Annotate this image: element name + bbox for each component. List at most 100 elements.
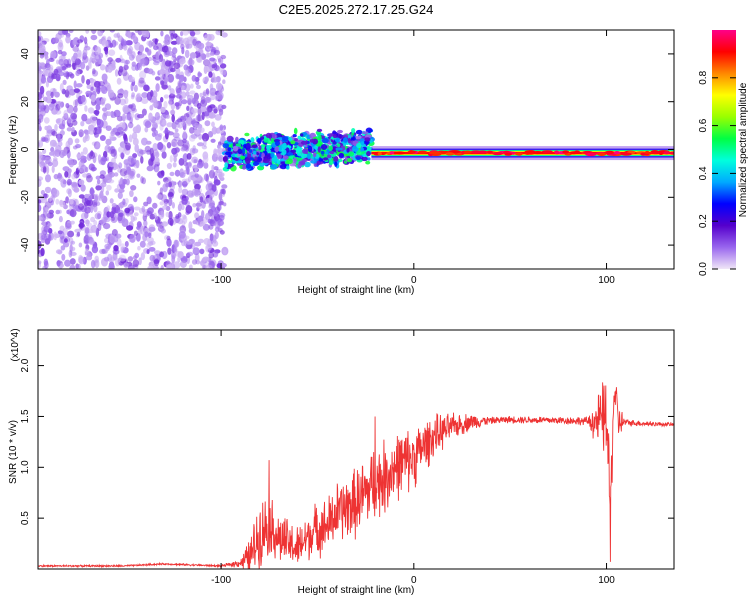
heatmap-noise-blob [82,147,88,155]
heatmap-noise-blob [68,249,73,258]
heatmap-noise-blob [140,156,144,164]
heatmap-noise-blob [57,173,62,179]
heatmap-noise-blob [210,138,216,143]
heatmap-noise-blob [154,129,158,136]
heatmap-noise-blob [90,34,98,41]
heatmap-noise-blob [130,157,137,166]
heatmap-noise-blob [160,106,166,113]
heatmap-noise-blob [65,223,72,230]
heatmap-noise-blob [63,109,68,119]
heatmap-noise-blob [118,65,124,73]
snr-plot-area [38,330,674,569]
heatmap-noise-blob [155,83,160,92]
heatmap-transition-blob [244,132,250,137]
heatmap-noise-blob [141,137,148,146]
heatmap-noise-blob [206,105,213,113]
heatmap-transition-blob [226,135,234,142]
heatmap-noise-blob [166,235,171,241]
heatmap-noise-blob [80,184,86,192]
heatmap-noise-blob [171,147,178,155]
heatmap-noise-blob [208,252,214,259]
heatmap-noise-blob [175,214,180,219]
heatmap-carrier-blob [644,150,650,155]
heatmap-noise-blob [130,82,134,92]
heatmap-transition-blob [261,152,265,158]
heatmap-carrier-blob [492,152,504,156]
heatmap-noise-blob [110,256,116,263]
heatmap-noise-blob [99,174,105,179]
heatmap-noise-blob [180,147,187,152]
heatmap-noise-blob [58,39,63,48]
heatmap-noise-blob [223,202,227,207]
heatmap-noise-blob [173,136,181,141]
heatmap-noise-blob [38,204,42,213]
heatmap-noise-blob [211,126,218,135]
heatmap-noise-blob [139,70,147,80]
heatmap-noise-blob [161,221,169,227]
heatmap-noise-blob [218,214,225,221]
heatmap-noise-blob [219,230,225,235]
heatmap-carrier-blob [541,150,553,154]
heatmap-noise-blob [125,142,131,151]
heatmap-noise-blob [70,210,75,217]
heatmap-noise-blob [123,262,129,268]
heatmap-noise-blob [196,84,201,90]
heatmap-noise-blob [201,132,210,142]
heatmap-transition-blob [279,164,287,170]
spectrogram-y-tick-label: -40 [20,237,31,252]
heatmap-noise-blob [95,175,101,180]
heatmap-transition-blob [286,165,290,170]
heatmap-noise-blob [67,116,72,124]
heatmap-noise-blob [94,46,102,56]
heatmap-noise-blob [205,52,210,58]
heatmap-noise-blob [54,124,58,132]
heatmap-noise-blob [182,30,190,36]
heatmap-noise-blob [199,127,205,133]
heatmap-transition-blob [361,151,365,155]
heatmap-noise-blob [75,167,80,175]
heatmap-transition-blob [366,151,371,157]
heatmap-noise-blob [140,176,144,184]
heatmap-noise-blob [202,223,210,231]
heatmap-noise-blob [167,218,174,226]
heatmap-transition-blob [271,134,278,139]
heatmap-noise-blob [172,162,177,168]
heatmap-transition-blob [254,156,258,161]
heatmap-noise-blob [190,83,194,89]
colorbar-title: Normalized spectral amplitude [738,82,749,217]
snr-x-tick-label: -100 [211,575,231,586]
heatmap-noise-blob [160,194,167,202]
heatmap-noise-blob [193,122,200,128]
heatmap-transition-blob [317,146,321,153]
heatmap-noise-blob [88,239,95,245]
heatmap-noise-blob [135,159,140,169]
heatmap-carrier-blob [514,152,524,156]
heatmap-noise-blob [127,170,134,176]
snr-series-line [38,382,674,569]
heatmap-noise-blob [194,253,200,262]
heatmap-noise-blob [68,160,74,168]
heatmap-noise-blob [218,192,223,201]
heatmap-noise-blob [95,142,100,148]
heatmap-noise-blob [120,243,125,251]
heatmap-noise-blob [165,205,171,212]
heatmap-noise-blob [63,238,68,243]
spectrogram-panel: -100 0 100 -40 -20 0 20 40 Height of straight l… [8,29,675,296]
heatmap-noise-blob [205,41,212,47]
heatmap-noise-blob [197,58,203,63]
heatmap-carrier-blob [377,152,382,156]
heatmap-noise-blob [139,240,146,248]
heatmap-transition-blob [290,140,296,145]
heatmap-noise-blob [189,264,193,269]
heatmap-noise-blob [166,142,172,149]
heatmap-noise-blob [196,162,204,169]
heatmap-carrier-blob [393,151,406,155]
heatmap-noise-blob [104,237,110,244]
colorbar: 0.0 0.2 0.4 0.6 0.8 Normalized spectral ampl… [698,30,749,276]
heatmap-transition-blob [306,152,311,160]
heatmap-noise-blob [196,142,205,147]
heatmap-transition-blob [361,131,369,135]
heatmap-noise-blob [160,96,164,103]
heatmap-noise-blob [129,210,134,218]
heatmap-noise-blob [43,117,50,124]
